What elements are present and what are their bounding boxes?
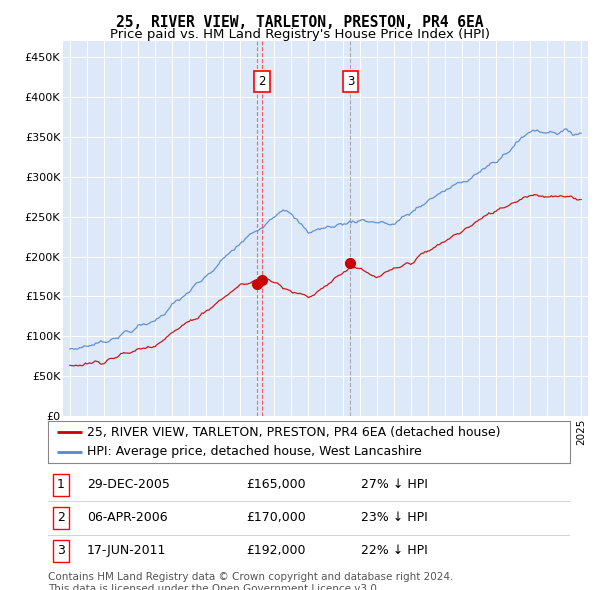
Text: 2: 2 [57, 511, 65, 525]
Text: 3: 3 [347, 75, 354, 88]
Text: 29-DEC-2005: 29-DEC-2005 [87, 478, 170, 491]
Text: 06-APR-2006: 06-APR-2006 [87, 511, 168, 525]
Text: 2: 2 [258, 75, 266, 88]
Text: 27% ↓ HPI: 27% ↓ HPI [361, 478, 428, 491]
Text: 3: 3 [57, 544, 65, 558]
Text: 25, RIVER VIEW, TARLETON, PRESTON, PR4 6EA: 25, RIVER VIEW, TARLETON, PRESTON, PR4 6… [116, 15, 484, 30]
Text: £192,000: £192,000 [247, 544, 306, 558]
Text: Contains HM Land Registry data © Crown copyright and database right 2024.
This d: Contains HM Land Registry data © Crown c… [48, 572, 454, 590]
Text: 1: 1 [57, 478, 65, 491]
Text: HPI: Average price, detached house, West Lancashire: HPI: Average price, detached house, West… [87, 445, 422, 458]
Text: 17-JUN-2011: 17-JUN-2011 [87, 544, 167, 558]
Text: 25, RIVER VIEW, TARLETON, PRESTON, PR4 6EA (detached house): 25, RIVER VIEW, TARLETON, PRESTON, PR4 6… [87, 425, 500, 438]
Text: 23% ↓ HPI: 23% ↓ HPI [361, 511, 428, 525]
Text: 22% ↓ HPI: 22% ↓ HPI [361, 544, 428, 558]
Text: £170,000: £170,000 [247, 511, 306, 525]
Text: Price paid vs. HM Land Registry's House Price Index (HPI): Price paid vs. HM Land Registry's House … [110, 28, 490, 41]
Text: £165,000: £165,000 [247, 478, 306, 491]
